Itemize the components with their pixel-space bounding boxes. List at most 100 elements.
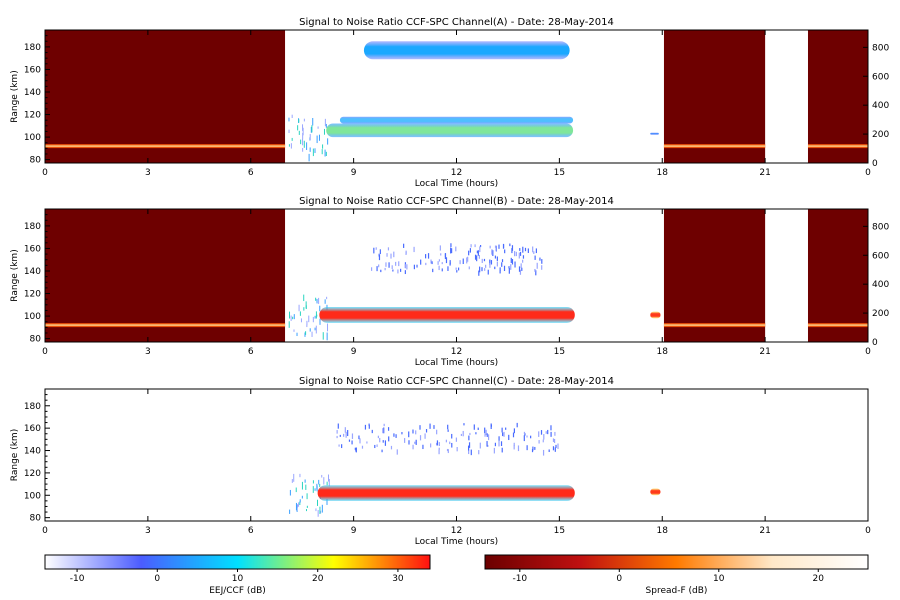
noise-streak bbox=[328, 478, 330, 487]
speckle-point bbox=[527, 248, 529, 253]
speckle-point bbox=[501, 262, 503, 267]
noise-streak bbox=[321, 474, 323, 478]
speckle-point bbox=[538, 431, 540, 437]
speckle-point bbox=[382, 440, 384, 443]
speckle-point bbox=[501, 427, 503, 433]
colorbar-label: EEJ/CCF (dB) bbox=[209, 586, 266, 596]
speckle-point bbox=[476, 250, 478, 254]
speckle-point bbox=[422, 444, 424, 450]
eej-echo-region bbox=[326, 123, 574, 138]
speckle-point bbox=[513, 442, 515, 447]
speckle-point bbox=[479, 246, 481, 253]
y2-tick-label: 400 bbox=[872, 280, 889, 290]
speckle-point bbox=[345, 431, 347, 438]
panel-title: Signal to Noise Ratio CCF-SPC Channel(A)… bbox=[299, 17, 614, 28]
noise-streak bbox=[325, 151, 327, 157]
speckle-point bbox=[390, 253, 392, 259]
noise-streak bbox=[297, 125, 299, 131]
speckle-point bbox=[336, 435, 338, 439]
speckle-point bbox=[485, 264, 487, 268]
speckle-point bbox=[450, 243, 452, 248]
noise-streak bbox=[310, 126, 312, 133]
noise-streak bbox=[305, 484, 307, 490]
speckle-point bbox=[348, 439, 351, 442]
noise-streak bbox=[291, 137, 293, 141]
speckle-point bbox=[376, 444, 378, 447]
noise-streak bbox=[319, 318, 321, 325]
speckle-point bbox=[395, 261, 397, 266]
noise-streak bbox=[293, 473, 295, 482]
noise-streak bbox=[305, 331, 307, 335]
speckle-point bbox=[383, 427, 385, 434]
y2-tick-label: 0 bbox=[872, 338, 878, 348]
speckle-point bbox=[479, 245, 482, 248]
noise-streak bbox=[326, 332, 328, 341]
speckle-point bbox=[557, 443, 559, 449]
speckle-point bbox=[494, 442, 497, 447]
x-axis-label: Local Time (hours) bbox=[415, 179, 498, 189]
noise-streak bbox=[321, 504, 323, 513]
y-axis-label: Range (km) bbox=[10, 70, 20, 122]
noise-streak bbox=[315, 311, 317, 319]
speckle-point bbox=[358, 435, 360, 440]
speckle-point bbox=[500, 441, 503, 447]
eej-echo-region bbox=[650, 311, 661, 319]
speckle-point bbox=[491, 249, 493, 253]
speckle-point bbox=[502, 432, 504, 437]
noise-streak bbox=[324, 149, 326, 157]
speckle-point bbox=[404, 264, 406, 268]
noise-streak bbox=[309, 134, 311, 141]
x-tick-label: 21 bbox=[759, 347, 770, 357]
speckle-point bbox=[438, 449, 440, 455]
speckle-point bbox=[439, 245, 441, 251]
speckle-point bbox=[542, 439, 544, 443]
speckle-point bbox=[392, 269, 394, 272]
speckle-point bbox=[466, 257, 468, 264]
speckle-point bbox=[441, 262, 443, 265]
x-axis-label: Local Time (hours) bbox=[415, 537, 498, 547]
speckle-point bbox=[554, 431, 556, 436]
speckle-point bbox=[378, 254, 381, 261]
speckle-point bbox=[508, 266, 510, 269]
speckle-point bbox=[388, 436, 390, 442]
spreadf-echo-core bbox=[45, 145, 286, 147]
noise-streak bbox=[302, 124, 304, 131]
speckle-point bbox=[455, 267, 457, 270]
speckle-point bbox=[446, 448, 449, 452]
speckle-point bbox=[496, 261, 498, 267]
spreadf-echo-core bbox=[807, 145, 868, 147]
speckle-point bbox=[553, 438, 556, 443]
y-tick-label: 80 bbox=[30, 514, 42, 524]
colorbar-tick-label: 0 bbox=[154, 574, 160, 584]
y-axis-label: Range (km) bbox=[10, 249, 20, 301]
speckle-point bbox=[427, 253, 430, 259]
noise-streak bbox=[323, 128, 325, 135]
noise-streak bbox=[309, 328, 311, 332]
speckle-point bbox=[419, 435, 422, 441]
panel-title: Signal to Noise Ratio CCF-SPC Channel(C)… bbox=[299, 376, 614, 387]
speckle-point bbox=[468, 442, 471, 448]
speckle-point bbox=[450, 247, 452, 254]
y2-tick-label: 800 bbox=[872, 222, 889, 232]
speckle-point bbox=[543, 434, 545, 440]
speckle-point bbox=[445, 439, 447, 443]
speckle-point bbox=[467, 256, 469, 262]
speckle-point bbox=[424, 254, 427, 259]
speckle-point bbox=[535, 248, 537, 254]
x-tick-label: 6 bbox=[248, 168, 254, 178]
noise-streak bbox=[319, 483, 321, 487]
eej-echo-region bbox=[339, 116, 574, 124]
noise-streak bbox=[299, 499, 301, 503]
speckle-point bbox=[455, 437, 458, 442]
speckle-point bbox=[383, 423, 385, 427]
speckle-point bbox=[476, 255, 478, 262]
speckle-point bbox=[441, 268, 443, 272]
speckle-point bbox=[519, 269, 522, 275]
noise-streak bbox=[317, 510, 319, 517]
noise-streak bbox=[319, 305, 321, 312]
speckle-point bbox=[388, 262, 390, 268]
speckle-point bbox=[457, 267, 460, 271]
speckle-point bbox=[438, 265, 440, 271]
speckle-point bbox=[494, 255, 497, 259]
x-tick-label: 21 bbox=[759, 526, 770, 536]
